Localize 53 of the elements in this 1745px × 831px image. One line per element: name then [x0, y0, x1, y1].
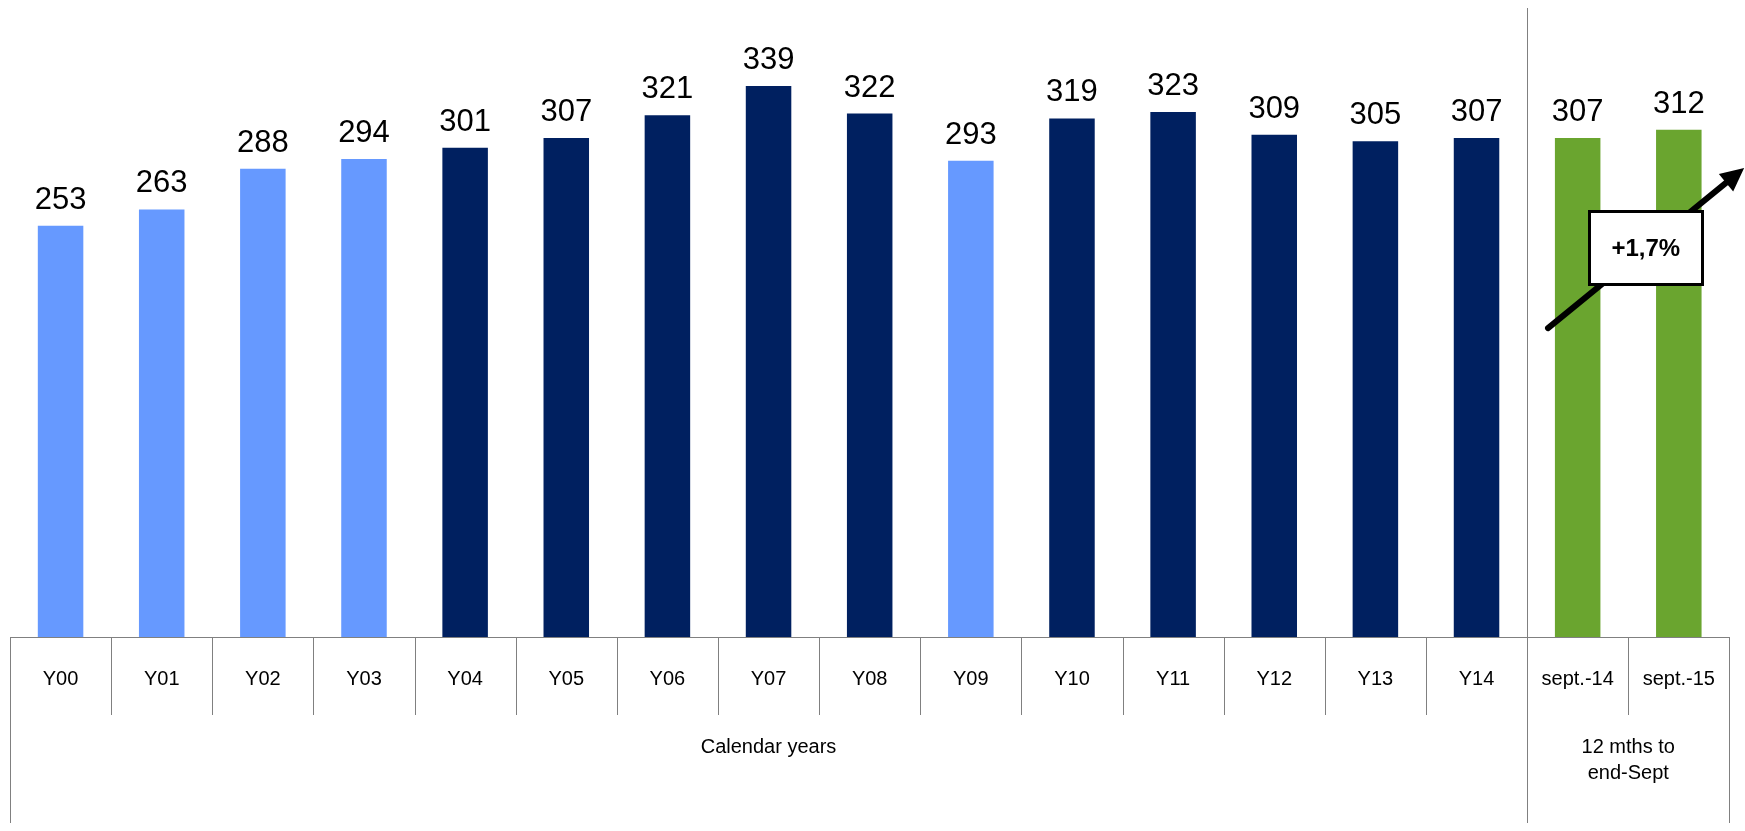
- bar: [1554, 137, 1601, 637]
- bar: [846, 113, 893, 637]
- bar: [1049, 118, 1095, 637]
- x-tick-label: Y08: [851, 666, 888, 689]
- data-label: 319: [1046, 73, 1098, 109]
- x-tick-label: Y03: [346, 666, 382, 689]
- x-tick-label: Y09: [953, 666, 989, 689]
- bar: [543, 137, 590, 637]
- x-tick-label: Y01: [143, 666, 180, 689]
- data-label: 293: [944, 115, 997, 151]
- x-tick-label: sept.-15: [1642, 666, 1715, 689]
- x-tick-label: Y10: [1054, 666, 1090, 689]
- data-label: 309: [1248, 89, 1301, 125]
- bar: [240, 168, 286, 637]
- x-tick-label: Y13: [1357, 666, 1394, 689]
- x-tick-label: Y00: [42, 666, 79, 689]
- x-tick-label: Y07: [750, 666, 787, 689]
- bar: [948, 160, 994, 637]
- bar: [37, 225, 84, 637]
- bar: [442, 147, 488, 637]
- data-label: 312: [1652, 84, 1705, 120]
- data-label: 307: [1551, 92, 1604, 128]
- bar: [341, 159, 387, 637]
- bar: [745, 85, 792, 637]
- data-label: 307: [1450, 92, 1503, 128]
- x-tick-label: Y14: [1458, 666, 1495, 689]
- bar: [1150, 111, 1196, 637]
- x-tick-label: Y06: [649, 666, 686, 689]
- text: 12 mths to end-Sept: [1581, 734, 1675, 783]
- x-tick-label: Y11: [1156, 666, 1191, 689]
- data-label: 307: [540, 92, 593, 128]
- bar: [1453, 137, 1500, 637]
- data-label: 305: [1349, 96, 1402, 132]
- x-tick-label: Y02: [245, 666, 281, 689]
- data-label: 263: [135, 164, 188, 200]
- data-label: 321: [641, 70, 694, 106]
- data-label: 294: [338, 114, 390, 150]
- text: Calendar years: [700, 734, 837, 757]
- x-tick-label: Y05: [548, 666, 585, 689]
- bar: [1352, 141, 1399, 637]
- data-label: 301: [439, 102, 491, 138]
- x-tick-label: Y04: [447, 666, 483, 689]
- x-tick-label: Y12: [1256, 666, 1293, 689]
- data-label: 253: [34, 180, 87, 216]
- x-tick-label: sept.-14: [1541, 666, 1614, 689]
- data-label: 322: [843, 68, 896, 104]
- bar: [644, 115, 691, 637]
- annotation: +1,7%: [1587, 209, 1704, 286]
- bar: [1251, 134, 1298, 637]
- data-label: 339: [742, 40, 795, 76]
- data-label: 323: [1147, 66, 1199, 102]
- data-label: 288: [236, 123, 289, 159]
- bar: [138, 209, 185, 637]
